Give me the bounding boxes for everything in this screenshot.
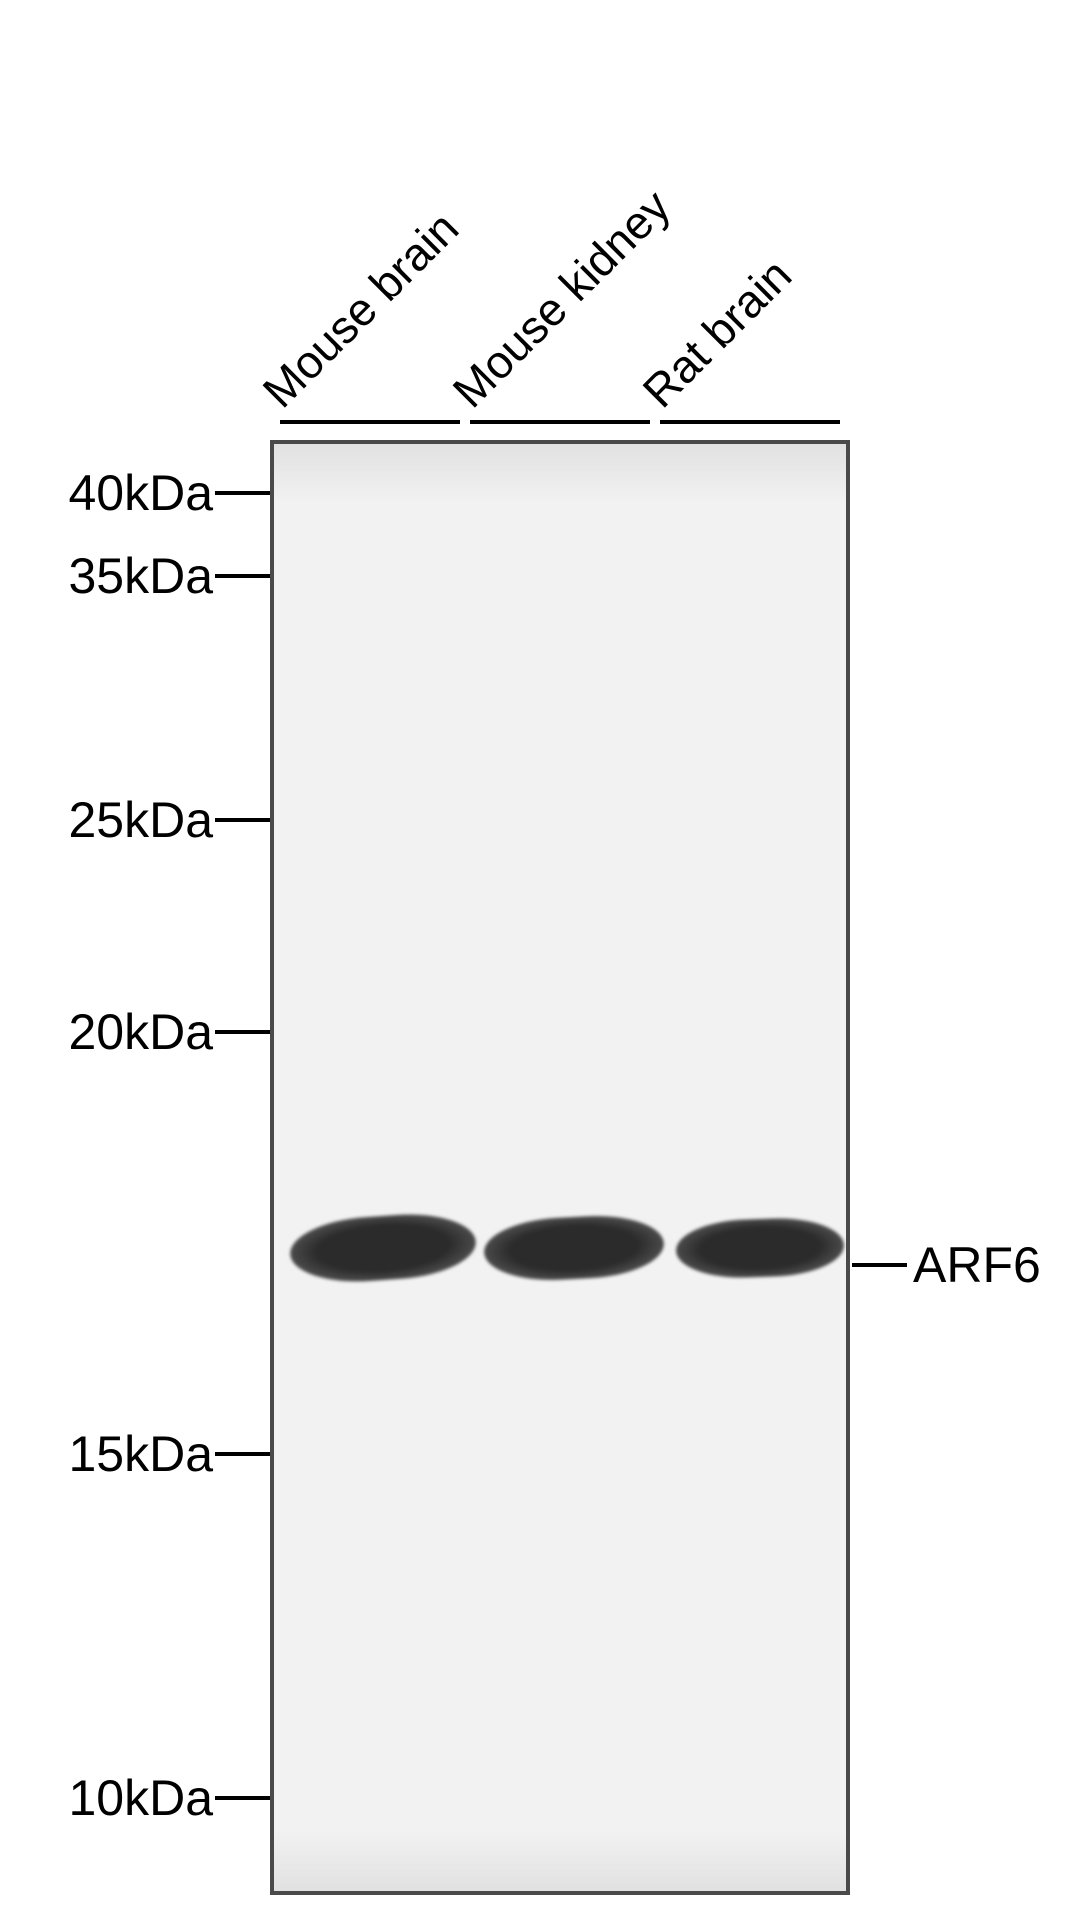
mw-label: 10kDa (13, 1769, 213, 1827)
mw-tick (215, 1452, 270, 1456)
blot-shade-bottom (274, 1831, 846, 1891)
mw-tick (215, 574, 270, 578)
target-label-wrap: ARF6 (852, 1236, 1041, 1294)
mw-marker: 35kDa (13, 547, 270, 605)
mw-marker: 40kDa (13, 464, 270, 522)
blot-shade-top (274, 444, 846, 504)
mw-tick (215, 1796, 270, 1800)
mw-label: 35kDa (13, 547, 213, 605)
mw-marker: 25kDa (13, 791, 270, 849)
mw-tick (215, 491, 270, 495)
target-tick (852, 1263, 907, 1267)
blot-membrane (270, 440, 850, 1895)
lane-underline (470, 420, 650, 424)
mw-marker: 15kDa (13, 1425, 270, 1483)
mw-label: 40kDa (13, 464, 213, 522)
lane-label: Mouse brain (252, 201, 469, 418)
blot-inner (274, 444, 846, 1891)
lane-label: Rat brain (632, 248, 802, 418)
lane-underline (660, 420, 840, 424)
lane-underline (280, 420, 460, 424)
band (483, 1212, 666, 1283)
mw-label: 25kDa (13, 791, 213, 849)
mw-marker: 10kDa (13, 1769, 270, 1827)
mw-tick (215, 1030, 270, 1034)
mw-label: 15kDa (13, 1425, 213, 1483)
western-blot-figure: Mouse brainMouse kidneyRat brain 40kDa35… (0, 0, 1080, 1929)
band (675, 1216, 845, 1280)
mw-tick (215, 818, 270, 822)
band (288, 1210, 478, 1287)
mw-label: 20kDa (13, 1003, 213, 1061)
mw-marker: 20kDa (13, 1003, 270, 1061)
target-label: ARF6 (913, 1236, 1041, 1294)
